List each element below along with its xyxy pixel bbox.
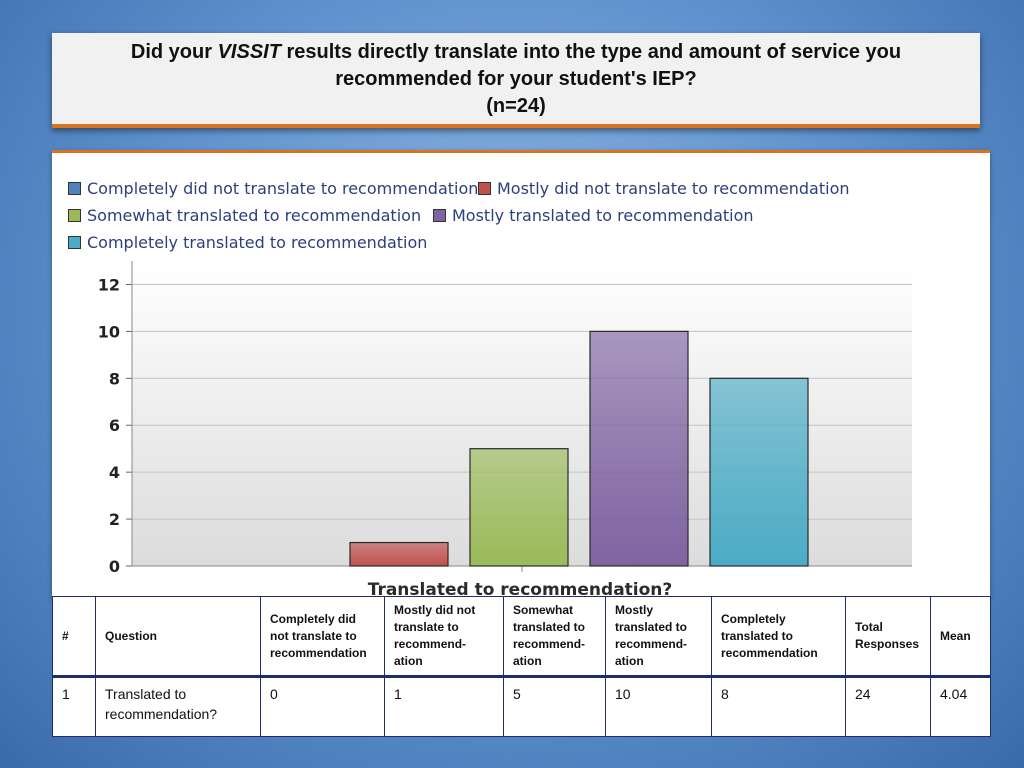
results-table: # Question Completely did not translate … [52, 596, 991, 737]
legend-label: Somewhat translated to recommendation [87, 206, 422, 225]
bar-2 [469, 448, 569, 567]
legend-item-completely: Completely translated to recommendation [68, 233, 427, 252]
table-header: Completely translated to recommendation [711, 596, 846, 677]
y-tick-label: 12 [98, 275, 120, 294]
chart-legend: Completely did not translate to recommen… [52, 153, 990, 263]
title-text-end: results directly translate into the type… [280, 41, 902, 63]
table-cell: 5 [503, 676, 606, 737]
y-tick-label: 2 [109, 510, 120, 529]
slide-title: Did your VISSIT results directly transla… [52, 33, 980, 128]
table-cell: 4.04 [930, 676, 991, 737]
legend-swatch [68, 182, 81, 195]
chart-panel: Completely did not translate to recommen… [52, 150, 990, 599]
legend-swatch [68, 209, 81, 222]
table-cell: 24 [845, 676, 931, 737]
table-cell: 1 [384, 676, 504, 737]
title-text-vissit: VISSIT [217, 41, 281, 63]
table-header: Mean [930, 596, 991, 677]
legend-label: Completely did not translate to recommen… [87, 179, 479, 198]
y-tick-label: 6 [109, 416, 120, 435]
legend-item-completely-did-not: Completely did not translate to recommen… [68, 179, 478, 198]
bar-4 [709, 377, 809, 567]
legend-label: Mostly translated to recommendation [452, 206, 754, 225]
title-line-1: Did your VISSIT results directly transla… [52, 39, 980, 66]
legend-item-mostly: Mostly translated to recommendation [433, 206, 754, 225]
y-tick-label: 10 [98, 322, 120, 341]
table-cell: 0 [260, 676, 385, 737]
y-tick-label: 8 [109, 369, 120, 388]
bar-1 [349, 541, 449, 567]
y-tick-label: 4 [109, 463, 120, 482]
legend-item-mostly-did-not: Mostly did not translate to recommendati… [478, 179, 850, 198]
legend-label: Completely translated to recommendation [87, 233, 428, 252]
title-line-3: (n=24) [486, 95, 546, 117]
legend-item-somewhat: Somewhat translated to recommendation [68, 206, 421, 225]
table-cell: 10 [605, 676, 712, 737]
table-cell: Translated to recommendation? [95, 676, 261, 737]
y-tick-label: 0 [109, 557, 120, 576]
bar-3 [589, 330, 689, 567]
table-header: Mostly did not translate to recommend-at… [384, 596, 504, 677]
table-row: 1 Translated to recommendation? 0 1 5 10… [52, 676, 991, 737]
table-header: # [52, 596, 96, 677]
table-cell: 8 [711, 676, 846, 737]
table-header: Total Responses [845, 596, 931, 677]
title-line-2: recommended for your student's IEP? [335, 68, 697, 90]
table-header: Somewhat translated to recommend-ation [503, 596, 606, 677]
legend-swatch [433, 209, 446, 222]
title-text-start: Did your [130, 41, 218, 63]
legend-label: Mostly did not translate to recommendati… [497, 179, 850, 198]
legend-swatch [478, 182, 491, 195]
table-header: Question [95, 596, 261, 677]
x-axis-label: Translated to recommendation? [368, 580, 673, 599]
legend-swatch [68, 236, 81, 249]
table-header: Mostly translated to recommend-ation [605, 596, 712, 677]
table-header-row: # Question Completely did not translate … [52, 596, 991, 677]
table-header: Completely did not translate to recommen… [260, 596, 385, 677]
table-cell: 1 [52, 676, 96, 737]
bar-chart: 0 2 4 6 8 10 12 Translated to recommendation? [98, 261, 912, 599]
